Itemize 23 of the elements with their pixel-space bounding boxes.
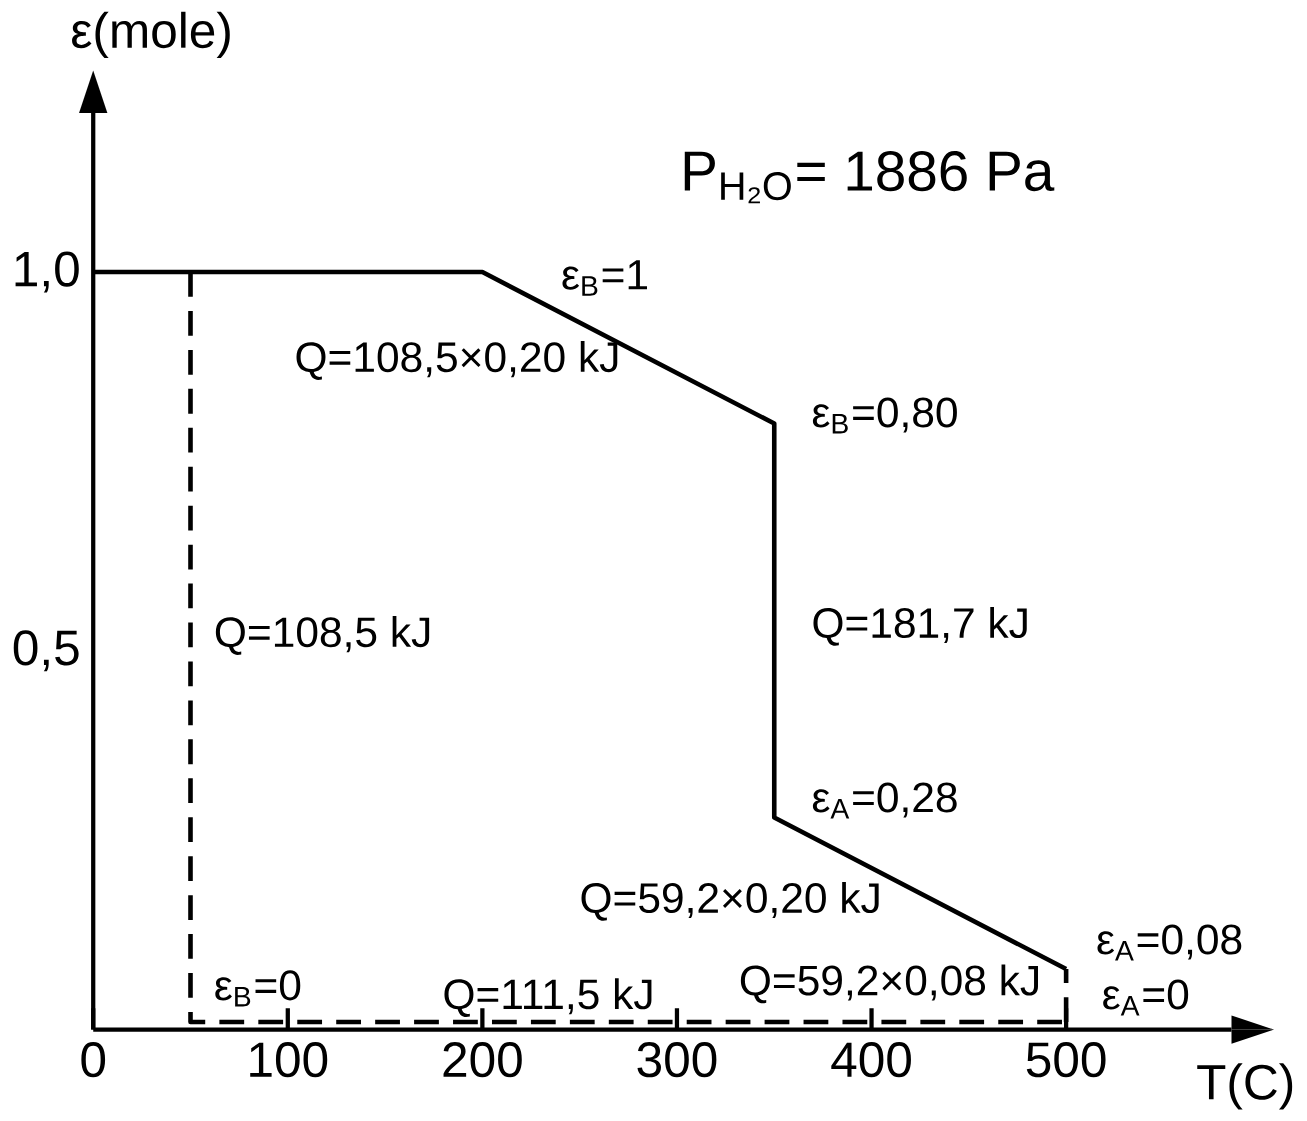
x-axis-title: T(C) [1197,1063,1293,1110]
y-tick-label: 1,0 [15,251,79,293]
annotation: ε$_{A}$=0,28 [812,782,957,819]
x-tick-label: 500 [1026,1041,1106,1078]
y-axis-title: ε(mole) [72,11,230,58]
x-tick-label: 200 [443,1041,522,1078]
annotation: Q=108,5 kJ [215,615,430,655]
annotation: ε$_{B}$=0,80 [812,397,957,434]
x-tick-label: 0 [81,1041,106,1078]
x-tick-label: 400 [831,1041,911,1078]
annotation: ε$_{A}$=0,08 [1097,924,1242,961]
y-tick-label: 0,5 [13,630,79,672]
annotation: Q=59,2×0,20 kJ [581,881,879,921]
annotation: ε$_{A}$=0 [1103,979,1189,1016]
annotation: Q=111,5 kJ [444,977,652,1017]
annotation: Q=108,5×0,20 kJ [296,340,618,380]
annotation: ε$_{B}$=1 [562,259,647,296]
x-tick-label: 100 [250,1041,328,1078]
annotation: Q=59,2×0,08 kJ [740,964,1038,1004]
x-tick-label: 300 [637,1041,717,1078]
annotation: ε$_{B}$=0 [215,970,301,1007]
text: P$_{H₂O}$= 1886 Pa [684,150,1055,203]
annotation: Q=181,7 kJ [813,606,1027,646]
